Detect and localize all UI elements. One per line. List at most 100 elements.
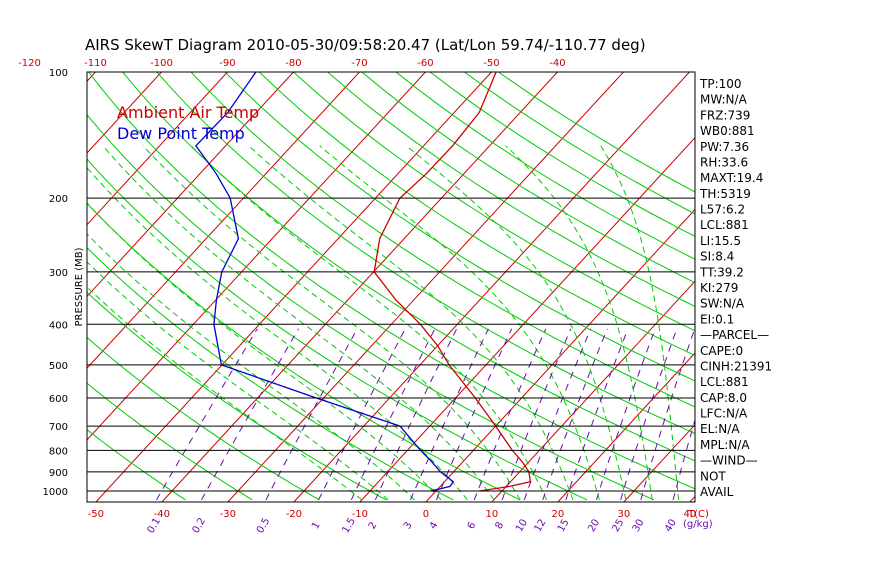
- pressure-tick-label: 1000: [43, 487, 68, 498]
- index-item: SW:N/A: [700, 297, 745, 311]
- isotherm-line: [491, 280, 695, 502]
- mixing-ratio-line: [350, 328, 436, 501]
- mixing-ratio-label: 10: [514, 517, 530, 534]
- index-item: WB0:881: [700, 124, 755, 138]
- dry-adiabat-line: [87, 429, 186, 501]
- mixing-ratio-line: [201, 328, 300, 501]
- index-item: MAXT:19.4: [700, 171, 763, 185]
- isotherm-line: [822, 72, 870, 502]
- index-item: SI:8.4: [700, 250, 734, 264]
- temp-tick-label-top: -60: [417, 58, 433, 69]
- index-item: LI:15.5: [700, 234, 741, 248]
- temp-tick-label-bottom: -50: [88, 509, 104, 520]
- mixing-ratio-label: 20: [586, 517, 602, 534]
- temp-tick-label-top: -110: [84, 58, 107, 69]
- index-item: TP:100: [699, 77, 742, 91]
- index-item: MW:N/A: [700, 93, 748, 107]
- pressure-tick-label: 900: [49, 468, 68, 479]
- isotherm-line: [359, 137, 695, 502]
- mixing-ratio-label: 3: [402, 520, 415, 531]
- dry-adiabat-line: [395, 72, 695, 260]
- index-item: CAPE:0: [700, 344, 743, 358]
- mixing-ratio-label: 15: [556, 518, 572, 535]
- temp-tick-label-top: -80: [285, 58, 301, 69]
- index-item: MPL:N/A: [700, 438, 750, 452]
- index-item: LCL:881: [700, 375, 749, 389]
- index-item: PW:7.36: [700, 140, 749, 154]
- dry-adiabat-line: [361, 72, 695, 284]
- isotherm-line: [87, 72, 294, 298]
- mixing-ratio-line: [523, 328, 592, 501]
- mixing-ratio-line: [435, 328, 513, 501]
- pressure-tick-label: 700: [49, 422, 68, 433]
- moist-adiabat-line: [319, 145, 600, 501]
- dry-adiabat-line: [429, 72, 695, 237]
- moist-adiabat-line: [142, 145, 521, 501]
- temp-tick-label-bottom: 10: [486, 509, 499, 520]
- mixing-ratio-line: [542, 328, 608, 501]
- profile-line-dewpoint: [195, 72, 455, 492]
- pressure-tick-label: 500: [49, 361, 68, 372]
- isotherm-line: [756, 72, 870, 502]
- mixing-ratio-label: 30: [631, 518, 647, 535]
- plot-frame: [86, 71, 696, 503]
- chart-title: AIRS SkewT Diagram 2010-05-30/09:58:20.4…: [85, 36, 646, 54]
- mixing-ratio-line: [672, 418, 695, 501]
- index-item: LFC:N/A: [700, 407, 748, 421]
- mixing-ratio-label: 0.2: [191, 516, 208, 535]
- dry-adiabat-line: [224, 72, 695, 382]
- mixing-ratio-line: [595, 328, 656, 501]
- temp-axis-unit: T(C): [687, 509, 709, 520]
- pressure-tick-label: 400: [49, 320, 68, 331]
- mixing-ratio-line: [156, 328, 258, 501]
- mixing-ratio-line: [501, 328, 572, 501]
- isotherm-line: [623, 423, 695, 502]
- pressure-tick-label: 100: [49, 68, 68, 79]
- moist-adiabat-line: [87, 202, 442, 501]
- moist-adiabat-line: [190, 145, 548, 501]
- mixing-ratio-label: 40: [663, 517, 679, 534]
- isotherm-line: [0, 72, 29, 502]
- temp-tick-label-bottom: 20: [552, 509, 565, 520]
- dry-adiabat-line: [87, 291, 387, 501]
- index-item: —WIND—: [700, 454, 758, 468]
- legend-entry: Dew Point Temp: [117, 124, 245, 143]
- isotherm-line: [425, 208, 695, 502]
- isotherm-line: [293, 72, 690, 502]
- pressure-tick-label: 800: [49, 446, 68, 457]
- index-item: —PARCEL—: [700, 328, 769, 342]
- index-item: TH:5319: [699, 187, 751, 201]
- temp-tick-label-top: -120: [18, 58, 41, 69]
- temp-tick-label-top: -50: [483, 58, 499, 69]
- mixing-ratio-label: 2: [367, 520, 380, 531]
- mixing-ratio-line: [640, 328, 695, 501]
- dry-adiabat-line: [87, 247, 454, 501]
- index-item: EI:0.1: [700, 312, 734, 326]
- pressure-tick-label: 300: [49, 268, 68, 279]
- dry-adiabat-line: [190, 72, 695, 408]
- temp-tick-label-bottom: -40: [154, 509, 170, 520]
- dry-adiabat-line: [122, 72, 695, 462]
- legend-entry: Ambient Air Temp: [117, 103, 259, 122]
- profiles: [195, 72, 532, 492]
- mixing-ratio-label: 1: [310, 520, 323, 531]
- moist-adiabat-line: [405, 145, 627, 501]
- dry-adiabat-line: [327, 72, 695, 307]
- index-item: CAP:8.0: [700, 391, 747, 405]
- isotherm-line: [557, 352, 695, 502]
- isotherm-line: [87, 72, 360, 369]
- mixing-ratio-line: [318, 328, 406, 501]
- dry-adiabat-line: [87, 336, 320, 501]
- temp-tick-label-top: -70: [351, 58, 367, 69]
- index-item: TT:39.2: [699, 265, 744, 279]
- isotherm-line: [95, 72, 492, 502]
- dry-adiabat-line: [88, 72, 695, 490]
- legend: Ambient Air Temp Dew Point Temp: [117, 103, 259, 143]
- index-item: NOT: [700, 469, 726, 483]
- y-axis-label: PRESSURE (MB): [74, 247, 85, 326]
- pressure-tick-label: 200: [49, 194, 68, 205]
- temp-tick-label-bottom: -10: [352, 509, 368, 520]
- isotherm-line: [87, 72, 228, 226]
